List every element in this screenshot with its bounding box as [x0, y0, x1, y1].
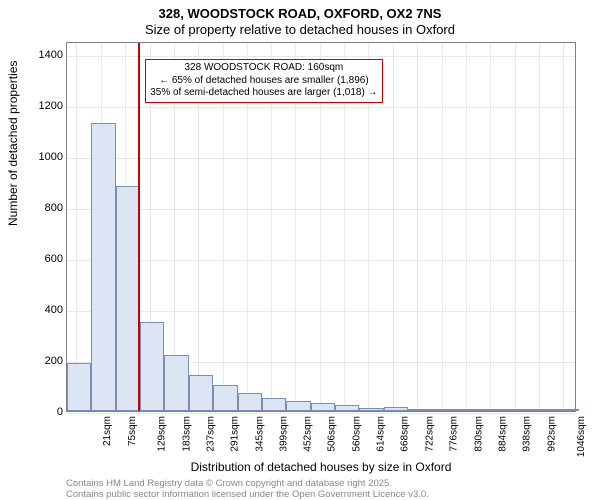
plot-area: 328 WOODSTOCK ROAD: 160sqm← 65% of detac… [66, 42, 576, 412]
gridline-vertical [515, 43, 516, 411]
y-tick-label: 800 [45, 202, 63, 214]
gridline-horizontal [67, 158, 575, 159]
gridline-horizontal [67, 311, 575, 312]
footer-line-1: Contains HM Land Registry data © Crown c… [66, 478, 392, 489]
histogram-bar [91, 123, 115, 411]
histogram-bar [530, 409, 554, 411]
y-tick-label: 1000 [39, 151, 63, 163]
histogram-bar [335, 405, 359, 411]
x-tick-label: 938sqm [522, 416, 533, 452]
gridline-horizontal [67, 413, 575, 414]
x-tick-label: 452sqm [303, 416, 314, 452]
y-tick-label: 200 [45, 355, 63, 367]
histogram-bar [433, 409, 457, 411]
histogram-bar [238, 393, 262, 411]
histogram-bar [262, 398, 286, 411]
y-tick-label: 400 [45, 304, 63, 316]
x-tick-label: 506sqm [327, 416, 338, 452]
property-marker-line [138, 43, 140, 411]
x-tick-label: 183sqm [181, 416, 192, 452]
histogram-bar [140, 322, 164, 411]
annotation-line: 328 WOODSTOCK ROAD: 160sqm [150, 62, 377, 75]
title-sub: Size of property relative to detached ho… [0, 22, 600, 37]
x-tick-label: 668sqm [400, 416, 411, 452]
gridline-horizontal [67, 56, 575, 57]
histogram-bar [67, 363, 91, 411]
x-tick-label: 1046sqm [576, 416, 587, 457]
x-tick-label: 722sqm [424, 416, 435, 452]
histogram-bar [116, 186, 140, 411]
gridline-vertical [539, 43, 540, 411]
gridline-vertical [393, 43, 394, 411]
histogram-bar [384, 407, 408, 411]
gridline-horizontal [67, 260, 575, 261]
annotation-line: 35% of semi-detached houses are larger (… [150, 87, 377, 100]
x-tick-label: 560sqm [351, 416, 362, 452]
x-tick-label: 75sqm [127, 416, 138, 446]
x-tick-label: 237sqm [206, 416, 217, 452]
y-tick-label: 600 [45, 253, 63, 265]
x-tick-label: 776sqm [449, 416, 460, 452]
histogram-bar [481, 409, 505, 411]
chart-container: 328, WOODSTOCK ROAD, OXFORD, OX2 7NS Siz… [0, 0, 600, 500]
x-tick-label: 830sqm [473, 416, 484, 452]
y-tick-label: 0 [57, 406, 63, 418]
x-tick-label: 291sqm [230, 416, 241, 452]
histogram-bar [506, 409, 530, 411]
gridline-horizontal [67, 107, 575, 108]
gridline-vertical [76, 43, 77, 411]
histogram-bar [359, 408, 383, 411]
x-tick-label: 884sqm [498, 416, 509, 452]
title-main: 328, WOODSTOCK ROAD, OXFORD, OX2 7NS [0, 6, 600, 21]
annotation-box: 328 WOODSTOCK ROAD: 160sqm← 65% of detac… [145, 59, 382, 103]
gridline-vertical [490, 43, 491, 411]
x-tick-label: 399sqm [279, 416, 290, 452]
x-tick-label: 129sqm [157, 416, 168, 452]
y-axis-label: Number of detached properties [6, 61, 20, 226]
histogram-bar [408, 409, 432, 411]
y-tick-label: 1200 [39, 100, 63, 112]
gridline-vertical [442, 43, 443, 411]
gridline-vertical [417, 43, 418, 411]
x-tick-label: 21sqm [102, 416, 113, 446]
histogram-bar [189, 375, 213, 411]
x-tick-label: 345sqm [254, 416, 265, 452]
histogram-bar [457, 409, 481, 411]
histogram-bar [213, 385, 237, 411]
gridline-vertical [466, 43, 467, 411]
histogram-bar [164, 355, 188, 411]
histogram-bar [311, 403, 335, 411]
annotation-line: ← 65% of detached houses are smaller (1,… [150, 75, 377, 88]
gridline-vertical [563, 43, 564, 411]
gridline-horizontal [67, 209, 575, 210]
x-tick-label: 614sqm [376, 416, 387, 452]
y-tick-label: 1400 [39, 49, 63, 61]
footer-line-2: Contains public sector information licen… [66, 489, 429, 500]
x-tick-label: 992sqm [546, 416, 557, 452]
histogram-bar [554, 409, 578, 411]
x-axis-label: Distribution of detached houses by size … [66, 460, 576, 474]
histogram-bar [286, 401, 310, 411]
